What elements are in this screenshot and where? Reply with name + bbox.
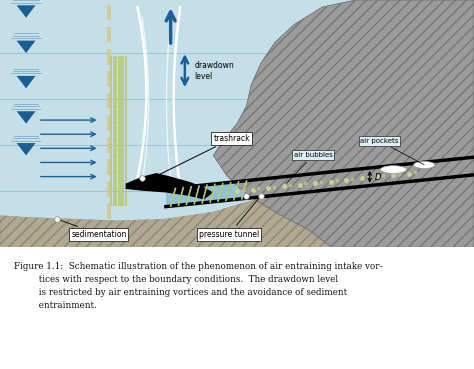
Polygon shape bbox=[17, 5, 36, 18]
Text: sedimentation: sedimentation bbox=[60, 220, 127, 239]
Polygon shape bbox=[0, 0, 474, 247]
Polygon shape bbox=[17, 111, 36, 124]
Text: trashrack: trashrack bbox=[154, 134, 250, 177]
Polygon shape bbox=[17, 143, 36, 155]
Polygon shape bbox=[126, 173, 213, 200]
Ellipse shape bbox=[380, 166, 407, 173]
Text: pressure tunnel: pressure tunnel bbox=[199, 198, 259, 239]
Text: Figure 1.1:  Schematic illustration of the phenomenon of air entraining intake v: Figure 1.1: Schematic illustration of th… bbox=[14, 262, 383, 310]
Text: $D$: $D$ bbox=[374, 171, 382, 182]
Polygon shape bbox=[17, 76, 36, 88]
Text: drawdown
level: drawdown level bbox=[194, 61, 234, 81]
Text: air bubbles: air bubbles bbox=[286, 152, 333, 183]
Polygon shape bbox=[166, 157, 474, 207]
Polygon shape bbox=[213, 0, 474, 247]
Polygon shape bbox=[17, 41, 36, 53]
Polygon shape bbox=[0, 198, 474, 247]
Ellipse shape bbox=[413, 161, 435, 169]
Text: air pockets: air pockets bbox=[360, 138, 424, 165]
